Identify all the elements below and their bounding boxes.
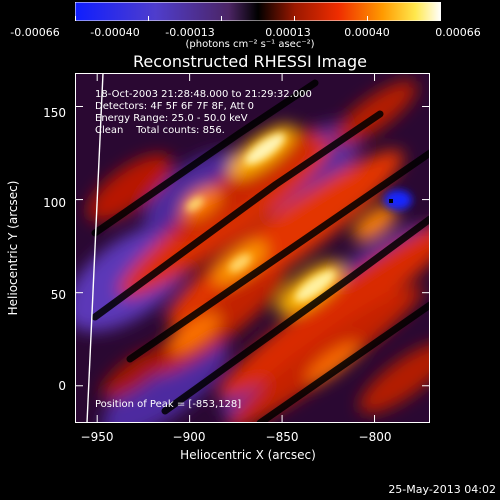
limb-line bbox=[86, 73, 104, 423]
y-tick-label: 50 bbox=[50, 288, 66, 302]
colorbar-tick: 0.00013 bbox=[265, 26, 311, 39]
x-tick-label: −850 bbox=[265, 430, 299, 444]
plot-area bbox=[75, 73, 430, 423]
peak-position-annotation: Position of Peak = [-853,128] bbox=[95, 399, 242, 410]
heatmap-valley bbox=[91, 110, 384, 321]
x-tick-label: −900 bbox=[172, 430, 206, 444]
heatmap-peaks bbox=[186, 133, 412, 302]
x-tick-label: −950 bbox=[80, 430, 114, 444]
x-axis-label: Heliocentric X (arcsec) bbox=[180, 448, 316, 462]
chart-title: Reconstructed RHESSI Image bbox=[133, 52, 367, 71]
heatmap-valley bbox=[91, 79, 319, 237]
heatmap-valley bbox=[256, 301, 430, 423]
colorbar-tick: 0.00066 bbox=[435, 26, 481, 39]
colorbar-tick: -0.00013 bbox=[165, 26, 215, 39]
colorbar-tick: -0.00066 bbox=[10, 26, 60, 39]
time-annotation: 18-Oct-2003 21:28:48.000 to 21:29:32.000 bbox=[95, 89, 312, 100]
heatmap-valley bbox=[126, 149, 430, 363]
x-tick-label: −800 bbox=[358, 430, 392, 444]
y-tick-label: 100 bbox=[43, 196, 66, 210]
energy-annotation: Energy Range: 25.0 - 50.0 keV bbox=[95, 113, 248, 124]
generation-date: 25-May-2013 04:02 bbox=[388, 483, 496, 496]
y-tick-label: 150 bbox=[43, 106, 66, 120]
y-axis-label: Heliocentric Y (arcsec) bbox=[6, 180, 20, 316]
colorbar-unit-label: (photons cm⁻² s⁻¹ asec⁻²) bbox=[185, 39, 315, 50]
colorbar-tick: 0.00040 bbox=[344, 26, 390, 39]
peak-marker bbox=[389, 199, 393, 203]
plot-frame bbox=[75, 73, 430, 423]
y-tick-label: 0 bbox=[58, 379, 66, 393]
method-annotation: Clean Total counts: 856. bbox=[95, 125, 225, 136]
colorbar bbox=[75, 2, 441, 21]
colorbar-gradient bbox=[75, 2, 441, 21]
heatmap-valley bbox=[161, 215, 430, 415]
colorbar-tick: -0.00040 bbox=[90, 26, 140, 39]
plot-tick-marks bbox=[75, 73, 430, 423]
detectors-annotation: Detectors: 4F 5F 6F 7F 8F, Att 0 bbox=[95, 101, 255, 112]
